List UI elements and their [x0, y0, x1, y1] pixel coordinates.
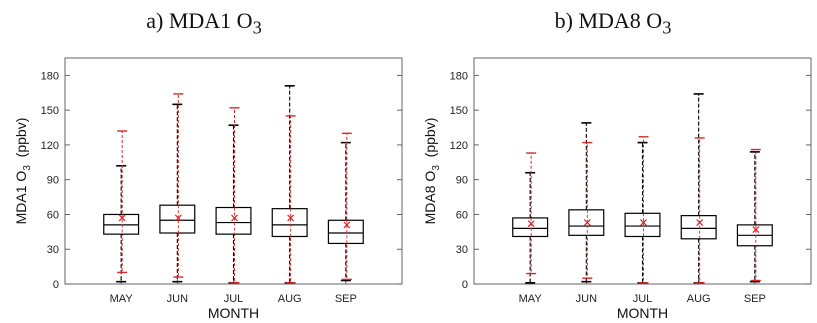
- x-tick-label: MAY: [519, 293, 543, 305]
- box-body: [271, 208, 308, 238]
- chart-title-a: a) MDA1 O3: [0, 8, 408, 38]
- y-tick-label: 180: [450, 70, 468, 82]
- mean-marker-b: [640, 219, 647, 226]
- x-axis-title: MONTH: [617, 305, 668, 321]
- y-tick-label: 150: [450, 105, 468, 117]
- mean-marker-b: [343, 221, 351, 229]
- x-tick-label: JUN: [167, 293, 188, 305]
- chart-panel-a: a) MDA1 O3 0 30 60 90 120 150 180 MAY JUN JUL AUG S…: [0, 0, 408, 323]
- box-plot-a: 0 30 60 90 120 150 180 MAY JUN JUL AUG SEP MONTH MDA1…: [13, 57, 403, 321]
- mean-marker-b: [231, 214, 238, 222]
- x-tick-label: SEP: [744, 293, 766, 305]
- box-body: [215, 206, 252, 235]
- mean-marker-b: [118, 214, 126, 222]
- x-tick-label: SEP: [335, 293, 357, 305]
- x-axis-title: MONTH: [208, 305, 259, 321]
- chart-title-b-text: b) MDA8 O: [554, 8, 663, 33]
- y-axis-title: MDA8 O3 (ppbv): [422, 118, 442, 225]
- y-axis-title: MDA1 O3 (ppbv): [13, 118, 33, 225]
- y-tick-label: 90: [456, 175, 468, 187]
- box-body: [327, 219, 364, 245]
- box-body: [568, 209, 605, 236]
- chart-panel-b: b) MDA8 O3 0 30 60 90 120 150 180 MAY JUN JUL AUG S…: [409, 0, 817, 323]
- x-tick-label: AUG: [687, 293, 711, 305]
- y-tick-label: 180: [41, 70, 59, 82]
- y-tick-label: 0: [53, 279, 59, 291]
- mean-marker-b: [174, 214, 182, 222]
- chart-title-b: b) MDA8 O3: [409, 8, 817, 38]
- mean-marker-b: [527, 220, 535, 228]
- chart-title-a-subscript: 3: [252, 17, 262, 38]
- x-tick-label: JUL: [633, 293, 653, 305]
- box-body: [512, 217, 549, 238]
- box-plot-b: 0 30 60 90 120 150 180 MAY JUN JUL AUG SEP MONTH MDA8…: [422, 57, 812, 321]
- x-tick-label: AUG: [278, 293, 302, 305]
- mean-marker-b: [696, 219, 704, 226]
- y-tick-label: 120: [450, 140, 468, 152]
- y-tick-label: 60: [47, 209, 59, 221]
- chart-title-b-subscript: 3: [662, 17, 672, 38]
- y-tick-label: 120: [41, 140, 59, 152]
- x-tick-label: MAY: [110, 293, 134, 305]
- mean-marker-b: [583, 219, 591, 226]
- y-tick-label: 150: [41, 105, 59, 117]
- y-tick-label: 60: [456, 209, 468, 221]
- y-tick-label: 0: [462, 279, 468, 291]
- box-body: [624, 212, 661, 238]
- y-tick-label: 30: [47, 244, 59, 256]
- x-tick-label: JUN: [576, 293, 597, 305]
- mean-marker-b: [752, 226, 760, 233]
- chart-title-a-text: a) MDA1 O: [146, 8, 253, 33]
- x-tick-label: JUL: [224, 293, 244, 305]
- mean-marker-b: [287, 214, 295, 222]
- y-tick-label: 30: [456, 244, 468, 256]
- box-body: [680, 215, 717, 240]
- y-tick-label: 90: [47, 175, 59, 187]
